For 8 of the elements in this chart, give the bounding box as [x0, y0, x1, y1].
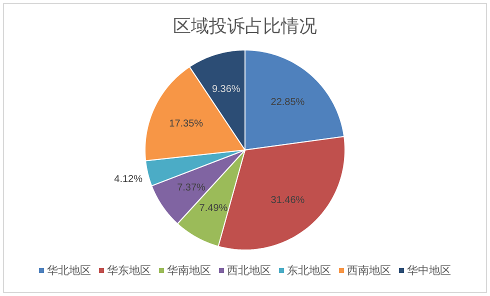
legend-label: 华东地区 — [107, 264, 151, 277]
legend-label: 华中地区 — [407, 264, 451, 277]
legend-label: 华北地区 — [47, 264, 91, 277]
legend-label: 西南地区 — [347, 264, 391, 277]
legend-label: 华南地区 — [167, 264, 211, 277]
legend-label: 东北地区 — [287, 264, 331, 277]
chart-title: 区域投诉占比情况 — [173, 16, 317, 36]
legend-label: 西北地区 — [227, 264, 271, 277]
